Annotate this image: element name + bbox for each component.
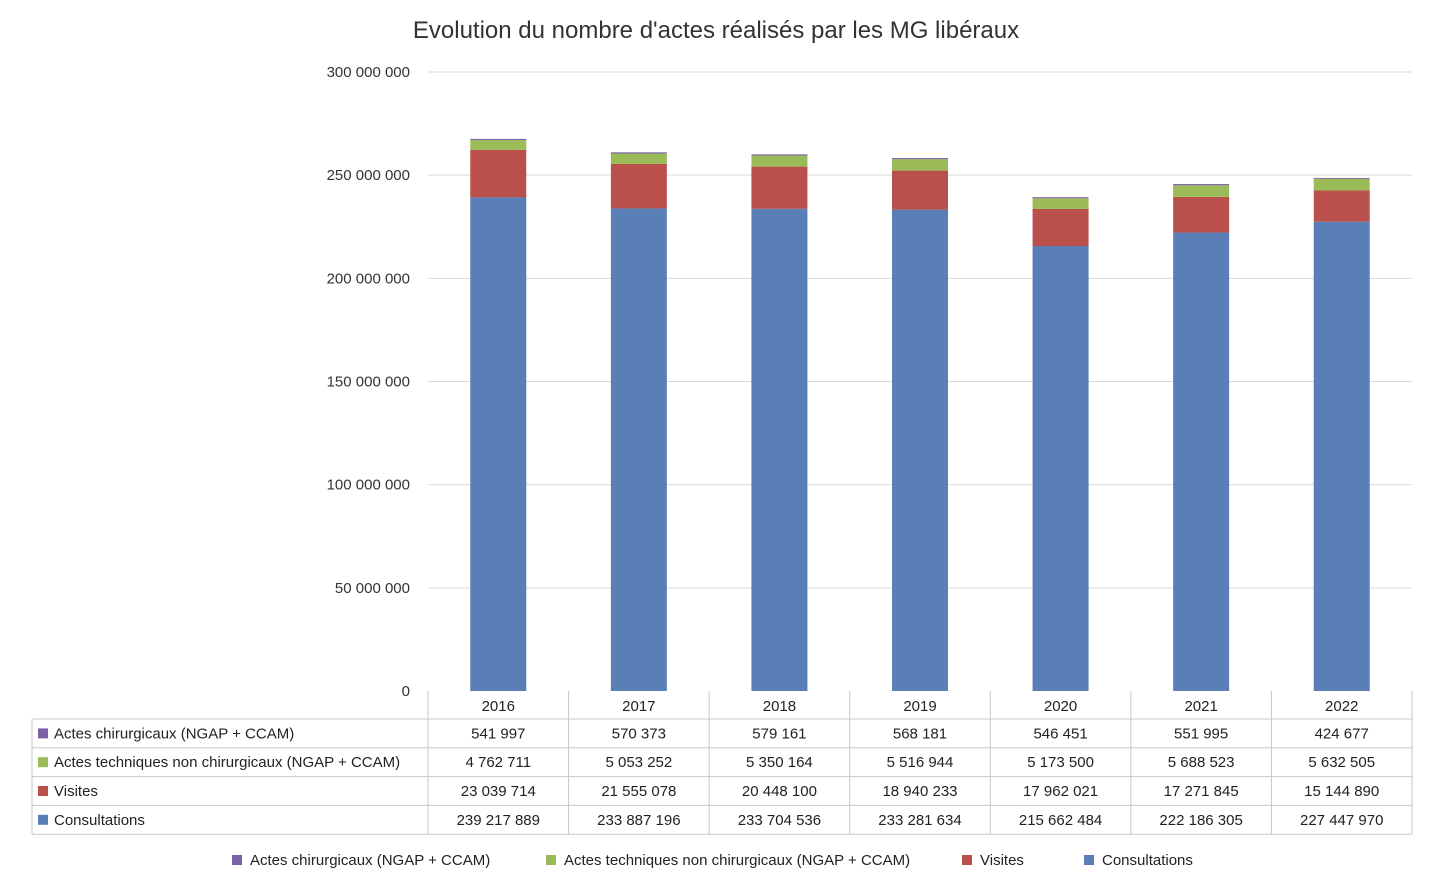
data-label: 239 217 889 (457, 812, 540, 829)
data-label: 5 173 500 (1027, 754, 1094, 771)
bar-segment-consultations-2021 (1173, 232, 1230, 691)
x-tick-label: 2017 (622, 698, 655, 715)
y-tick-label: 200 000 000 (327, 270, 410, 287)
y-tick-label: 0 (402, 683, 410, 700)
data-label: 5 053 252 (605, 754, 672, 771)
bar-segment-visites-2022 (1313, 190, 1370, 222)
x-tick-label: 2016 (482, 698, 515, 715)
bar-segment-visites-2016 (470, 149, 527, 198)
bar-segment-consultations-2020 (1032, 246, 1089, 691)
data-label: 21 555 078 (601, 783, 676, 800)
data-label: 20 448 100 (742, 783, 817, 800)
data-label: 541 997 (471, 725, 525, 742)
data-label: 5 632 505 (1308, 754, 1375, 771)
data-label: 233 887 196 (597, 812, 680, 829)
data-label: 222 186 305 (1159, 812, 1242, 829)
data-label: 23 039 714 (461, 783, 536, 800)
data-label: 5 516 944 (887, 754, 954, 771)
bar-segment-actes-techniques-non-chirurgicaux-ngap-ccam-2016 (470, 140, 527, 150)
x-tick-label: 2019 (903, 698, 936, 715)
bar-segment-consultations-2017 (610, 208, 667, 691)
data-label: 579 161 (752, 725, 806, 742)
chart-title: Evolution du nombre d'actes réalisés par… (413, 17, 1019, 44)
data-label: 17 962 021 (1023, 783, 1098, 800)
bar-segment-consultations-2019 (892, 209, 948, 691)
y-tick-label: 300 000 000 (327, 64, 410, 81)
bar-segment-actes-chirurgicaux-ngap-ccam-2021 (1173, 184, 1230, 186)
legend-swatch (962, 855, 972, 865)
table-legend-key (38, 757, 48, 768)
legend-label: Consultations (1102, 852, 1193, 869)
data-label: 233 281 634 (878, 812, 961, 829)
legend-swatch (1084, 855, 1094, 865)
bar-segment-visites-2017 (610, 163, 667, 209)
table-legend-key (38, 814, 48, 825)
bar-segment-consultations-2022 (1313, 221, 1370, 691)
data-label: 568 181 (893, 725, 947, 742)
x-tick-label: 2020 (1044, 698, 1077, 715)
table-legend-key (38, 728, 48, 739)
bar-segment-actes-techniques-non-chirurgicaux-ngap-ccam-2018 (751, 155, 808, 167)
bar-segment-actes-chirurgicaux-ngap-ccam-2019 (892, 158, 948, 160)
y-tick-label: 150 000 000 (327, 374, 410, 391)
data-label: 570 373 (612, 725, 666, 742)
y-tick-label: 50 000 000 (335, 580, 410, 597)
bar-segment-actes-chirurgicaux-ngap-ccam-2020 (1032, 197, 1089, 199)
legend-label: Actes chirurgicaux (NGAP + CCAM) (250, 852, 490, 869)
x-tick-label: 2021 (1184, 698, 1217, 715)
table-row-label: Consultations (54, 812, 145, 829)
data-table: 2016 2017 2018 2019 2020 2021 2022 Actes chirur… (31, 691, 1413, 835)
legend-label: Actes techniques non chirurgicaux (NGAP … (564, 852, 910, 869)
bar-segment-actes-chirurgicaux-ngap-ccam-2018 (751, 154, 808, 156)
legend-swatch (546, 855, 556, 865)
data-label: 18 940 233 (882, 783, 957, 800)
legend: Actes chirurgicaux (NGAP + CCAM) Actes te… (232, 852, 1193, 869)
data-label: 424 677 (1315, 725, 1369, 742)
x-tick-label: 2022 (1325, 698, 1358, 715)
bar-segment-actes-techniques-non-chirurgicaux-ngap-ccam-2021 (1173, 185, 1230, 197)
bar-segment-actes-techniques-non-chirurgicaux-ngap-ccam-2017 (610, 153, 667, 164)
x-tick-label: 2018 (763, 698, 796, 715)
bar-segment-actes-chirurgicaux-ngap-ccam-2017 (610, 152, 667, 154)
data-label: 15 144 890 (1304, 783, 1379, 800)
legend-label: Visites (980, 852, 1024, 869)
bar-stacks (470, 138, 1370, 691)
legend-swatch (232, 855, 242, 865)
bar-segment-actes-techniques-non-chirurgicaux-ngap-ccam-2020 (1032, 198, 1089, 209)
table-row-label: Actes techniques non chirurgicaux (NGAP … (54, 754, 400, 771)
bar-segment-visites-2018 (751, 166, 808, 209)
data-label: 4 762 711 (465, 754, 531, 771)
data-label: 17 271 845 (1164, 783, 1239, 800)
bar-segment-consultations-2016 (470, 197, 527, 691)
data-label: 215 662 484 (1019, 812, 1102, 829)
bar-segment-actes-techniques-non-chirurgicaux-ngap-ccam-2022 (1313, 178, 1370, 191)
bar-segment-actes-chirurgicaux-ngap-ccam-2016 (470, 138, 527, 141)
data-label: 551 995 (1174, 725, 1228, 742)
table-row-label: Visites (54, 783, 98, 800)
y-tick-label: 250 000 000 (327, 167, 410, 184)
table-legend-key (38, 786, 48, 796)
y-tick-label: 100 000 000 (327, 477, 410, 494)
bar-segment-actes-chirurgicaux-ngap-ccam-2022 (1313, 177, 1370, 179)
data-label: 546 451 (1033, 725, 1087, 742)
bar-segment-consultations-2018 (751, 208, 808, 691)
data-label: 233 704 536 (738, 812, 821, 829)
bar-segment-actes-techniques-non-chirurgicaux-ngap-ccam-2019 (892, 159, 948, 171)
data-label: 5 688 523 (1168, 754, 1235, 771)
bar-segment-visites-2020 (1032, 208, 1089, 247)
bar-segment-visites-2019 (892, 170, 948, 210)
data-label: 5 350 164 (746, 754, 813, 771)
bar-segment-visites-2021 (1173, 196, 1230, 233)
table-row-label: Actes chirurgicaux (NGAP + CCAM) (54, 725, 294, 742)
y-axis-tick-labels: 0 50 000 000 100 000 000 150 000 000 200 000… (327, 64, 410, 700)
data-label: 227 447 970 (1300, 812, 1383, 829)
